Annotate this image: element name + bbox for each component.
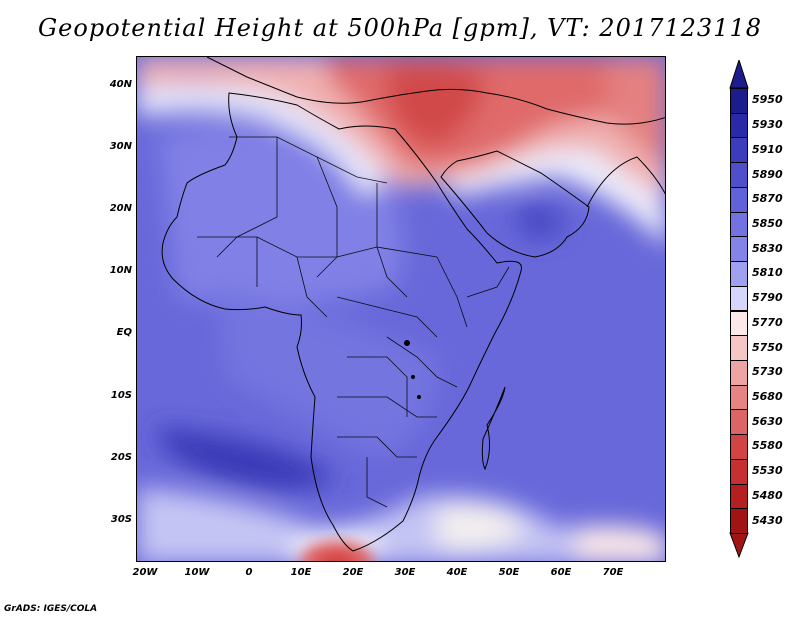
colorbar-swatch	[730, 458, 748, 485]
colorbar-label: 5850	[752, 216, 783, 230]
coastlines	[161, 57, 665, 552]
colorbar-label: 5480	[752, 488, 783, 502]
colorbar-swatch	[730, 112, 748, 139]
colorbar-label: 5870	[752, 192, 783, 206]
lat-label-10n: 10N	[109, 265, 132, 276]
colorbar-label: 5530	[752, 464, 783, 478]
colorbar-swatch	[730, 384, 748, 411]
colorbar-label: 5430	[752, 513, 783, 527]
lat-label-10s: 10S	[110, 390, 132, 401]
colorbar-swatch	[730, 261, 748, 287]
colorbar-swatch	[730, 483, 748, 510]
arabia-coast	[440, 150, 590, 258]
colorbar-swatch	[730, 310, 748, 337]
height-field-map	[137, 57, 665, 561]
lon-label-20w: 20W	[132, 567, 158, 578]
colorbar-label: 5890	[752, 167, 783, 181]
colorbar-swatch	[730, 211, 748, 238]
lon-label-10e: 10E	[290, 567, 312, 578]
lat-label-30n: 30N	[109, 141, 132, 152]
colorbar-label: 5950	[752, 93, 783, 107]
colorbar-label: 5630	[752, 414, 783, 428]
chart-title: Geopotential Height at 500hPa [gpm], VT:…	[38, 14, 762, 42]
colorbar-bottom-arrow	[729, 532, 749, 559]
mediterranean-north-coast	[206, 57, 665, 125]
colorbar-label: 5750	[752, 340, 783, 354]
lat-label-20s: 20S	[110, 452, 132, 463]
colorbar-label: 5680	[752, 390, 783, 404]
lat-label-eq: EQ	[116, 327, 132, 338]
colorbar-label: 5770	[752, 315, 783, 329]
colorbar-swatch	[730, 162, 748, 188]
colorbar: 5950 5930 5910 5890 5870 5850 5830 5810 5790 5770…	[722, 60, 792, 560]
colorbar-swatch	[730, 409, 748, 436]
lon-label-50e: 50E	[498, 567, 520, 578]
madagascar-coast	[481, 386, 506, 471]
map-panel	[136, 56, 666, 562]
colorbar-swatch	[730, 236, 748, 263]
colorbar-swatch	[730, 434, 748, 460]
iran-coast	[586, 156, 665, 208]
colorbar-top-arrow	[729, 60, 749, 89]
colorbar-label: 5830	[752, 241, 783, 255]
lon-label-20e: 20E	[342, 567, 364, 578]
colorbar-label: 5580	[752, 439, 783, 453]
grads-credit: GrADS: IGES/COLA	[4, 604, 98, 614]
lat-label-30s: 30S	[110, 514, 132, 525]
lon-label-0: 0	[245, 567, 253, 578]
colorbar-swatch	[730, 285, 748, 312]
lon-label-40e: 40E	[446, 567, 468, 578]
colorbar-label: 5910	[752, 142, 783, 156]
colorbar-swatch	[730, 508, 748, 534]
colorbar-swatch	[730, 359, 748, 386]
colorbar-swatch	[730, 335, 748, 361]
lat-label-20n: 20N	[109, 203, 132, 214]
colorbar-label: 5930	[752, 118, 783, 132]
colorbar-swatch	[730, 137, 748, 164]
africa-coast	[161, 92, 522, 552]
colorbar-label: 5790	[752, 291, 783, 305]
colorbar-swatch	[730, 186, 748, 213]
field-shading	[137, 57, 665, 561]
colorbar-label: 5730	[752, 365, 783, 379]
lat-label-40n: 40N	[109, 79, 132, 90]
colorbar-label: 5810	[752, 266, 783, 280]
lon-label-70e: 70E	[602, 567, 624, 578]
lon-label-60e: 60E	[550, 567, 572, 578]
country-borders	[197, 136, 510, 508]
lakes	[404, 340, 421, 399]
colorbar-swatch	[730, 88, 748, 114]
lon-label-30e: 30E	[394, 567, 416, 578]
lon-label-10w: 10W	[184, 567, 210, 578]
